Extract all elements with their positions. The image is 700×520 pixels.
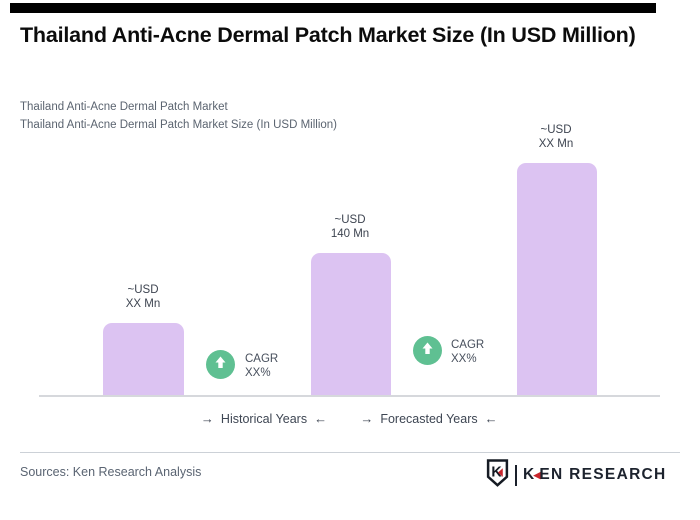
cagr-label-line1: CAGR xyxy=(245,353,279,365)
logo-divider xyxy=(515,464,517,486)
legend-label: Forecasted Years xyxy=(380,411,478,426)
x-axis-baseline xyxy=(39,395,660,397)
cagr-label-line2: XX% xyxy=(451,353,477,365)
cagr-label-line2: XX% xyxy=(245,367,271,379)
bar-value-label-forecast: ~USD XX Mn xyxy=(496,123,616,151)
bar-historical-start xyxy=(103,323,184,396)
arrow-left-icon: ← xyxy=(314,411,328,426)
bar-historical-end xyxy=(311,253,391,396)
brand-rest: EN RESEARCH xyxy=(539,466,667,483)
cagr-label-historical: CAGR XX% xyxy=(245,352,278,380)
svg-text:K: K xyxy=(491,464,502,480)
arrow-up-icon xyxy=(212,354,229,376)
brand-letter-k: K xyxy=(523,466,536,483)
cagr-label-line1: CAGR xyxy=(451,339,485,351)
cagr-badge-historical xyxy=(206,350,235,379)
chart-subtitle-market-size: Thailand Anti-Acne Dermal Patch Market S… xyxy=(20,119,338,131)
x-axis-label-forecasted-years: → Forecasted Years ← xyxy=(341,410,517,427)
ken-research-shield-icon: K xyxy=(486,458,509,492)
page-title: Thailand Anti-Acne Dermal Patch Market S… xyxy=(20,23,636,47)
sources-text: Sources: Ken Research Analysis xyxy=(20,465,202,479)
arrow-left-icon: ← xyxy=(484,411,498,426)
arrow-up-icon xyxy=(419,340,436,362)
footer-divider xyxy=(20,452,680,453)
bar-value-label-historical-end: ~USD 140 Mn xyxy=(290,213,410,241)
bar-label-line1: ~USD xyxy=(127,284,159,296)
bar-value-label-historical-start: ~USD XX Mn xyxy=(83,283,203,311)
legend-label: Historical Years xyxy=(220,411,308,426)
cagr-badge-forecast xyxy=(413,336,442,365)
chart-subtitle-market: Thailand Anti-Acne Dermal Patch Market xyxy=(20,101,228,113)
cagr-label-forecast: CAGR XX% xyxy=(451,338,484,366)
brand-wordmark: K ◀ EN RESEARCH xyxy=(523,466,667,484)
x-axis-label-historical-years: → Historical Years ← xyxy=(176,410,352,427)
top-black-bar xyxy=(10,3,656,13)
bar-label-line1: ~USD xyxy=(540,124,572,136)
bar-label-line2: XX Mn xyxy=(125,298,161,310)
arrow-right-icon: → xyxy=(360,411,374,426)
bar-forecast xyxy=(517,163,597,396)
brand-triangle-icon: ◀ xyxy=(533,469,541,480)
bar-label-line1: ~USD xyxy=(334,214,366,226)
arrow-right-icon: → xyxy=(200,411,214,426)
bar-label-line2: XX Mn xyxy=(538,138,574,150)
ken-research-logo: K K ◀ EN RESEARCH xyxy=(486,458,667,492)
bar-label-line2: 140 Mn xyxy=(330,228,370,240)
